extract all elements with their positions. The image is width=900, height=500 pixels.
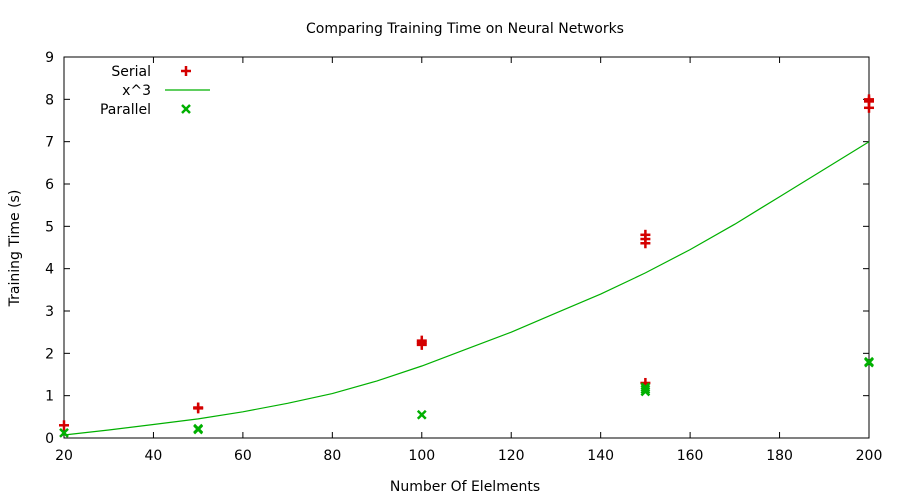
- series-serial: [59, 94, 874, 431]
- marker-stroke-b: [640, 384, 651, 395]
- legend-swatch-serial: [181, 66, 191, 76]
- series-line-x-3: [63, 141, 870, 436]
- x-axis-label: Number Of Elelments: [390, 479, 540, 495]
- data-point-parallel: [864, 356, 874, 367]
- data-point-serial: [416, 335, 427, 346]
- data-point-parallel: [640, 384, 651, 395]
- y-tick-label: 8: [45, 92, 54, 108]
- marker-stroke-b: [416, 409, 427, 420]
- marker-stroke-b: [193, 423, 204, 434]
- y-tick-label: 0: [45, 431, 54, 447]
- plot-border: [63, 56, 870, 439]
- plot-frame: [63, 56, 870, 439]
- data-point-parallel: [416, 409, 427, 420]
- data-point-parallel: [59, 428, 69, 438]
- data-point-serial: [193, 402, 204, 413]
- y-tick-label: 1: [45, 389, 54, 405]
- data-point-serial: [640, 229, 651, 240]
- data-point-serial: [864, 94, 874, 105]
- axis-ticks: 20 40 60 80 100 120 140 160 180 200 0 1 2 3 4 5 6 7 8 9: [45, 50, 882, 464]
- y-tick-label: 7: [45, 135, 54, 151]
- y-tick-label: 6: [45, 177, 54, 193]
- data-point-serial: [59, 420, 69, 431]
- marker-stroke-b: [864, 356, 874, 367]
- y-tick-label: 2: [45, 346, 54, 362]
- y-axis-label: Training Time (s): [7, 190, 23, 308]
- x-tick-label: 120: [498, 448, 525, 464]
- marker-stroke-b: [640, 382, 651, 393]
- legend-swatch-parallel: [181, 104, 191, 114]
- x-tick-label: 100: [408, 448, 435, 464]
- series-x-3: [63, 141, 870, 436]
- series-parallel: [59, 356, 874, 438]
- legend-label-parallel: Parallel: [100, 102, 151, 118]
- marker-stroke-b: [181, 104, 191, 114]
- y-tick-label: 4: [45, 262, 54, 278]
- x-tick-label: 200: [856, 448, 883, 464]
- marker-stroke-b: [59, 428, 69, 438]
- x-tick-label: 140: [587, 448, 614, 464]
- x-tick-label: 40: [145, 448, 163, 464]
- y-tick-label: 5: [45, 219, 54, 235]
- legend-label-serial: Serial: [111, 64, 151, 80]
- y-tick-label: 9: [45, 50, 54, 66]
- x-tick-label: 180: [766, 448, 793, 464]
- data-point-parallel: [640, 382, 651, 393]
- legend-label-x-3: x^3: [122, 83, 151, 99]
- x-tick-label: 20: [55, 448, 73, 464]
- x-tick-label: 80: [323, 448, 341, 464]
- x-tick-label: 160: [677, 448, 704, 464]
- x-tick-label: 60: [234, 448, 252, 464]
- legend: Serial x^3 Parallel: [100, 64, 210, 118]
- data-point-parallel: [193, 423, 204, 434]
- y-tick-label: 3: [45, 304, 54, 320]
- chart-title: Comparing Training Time on Neural Networ…: [306, 21, 624, 37]
- plot-series: [59, 94, 874, 438]
